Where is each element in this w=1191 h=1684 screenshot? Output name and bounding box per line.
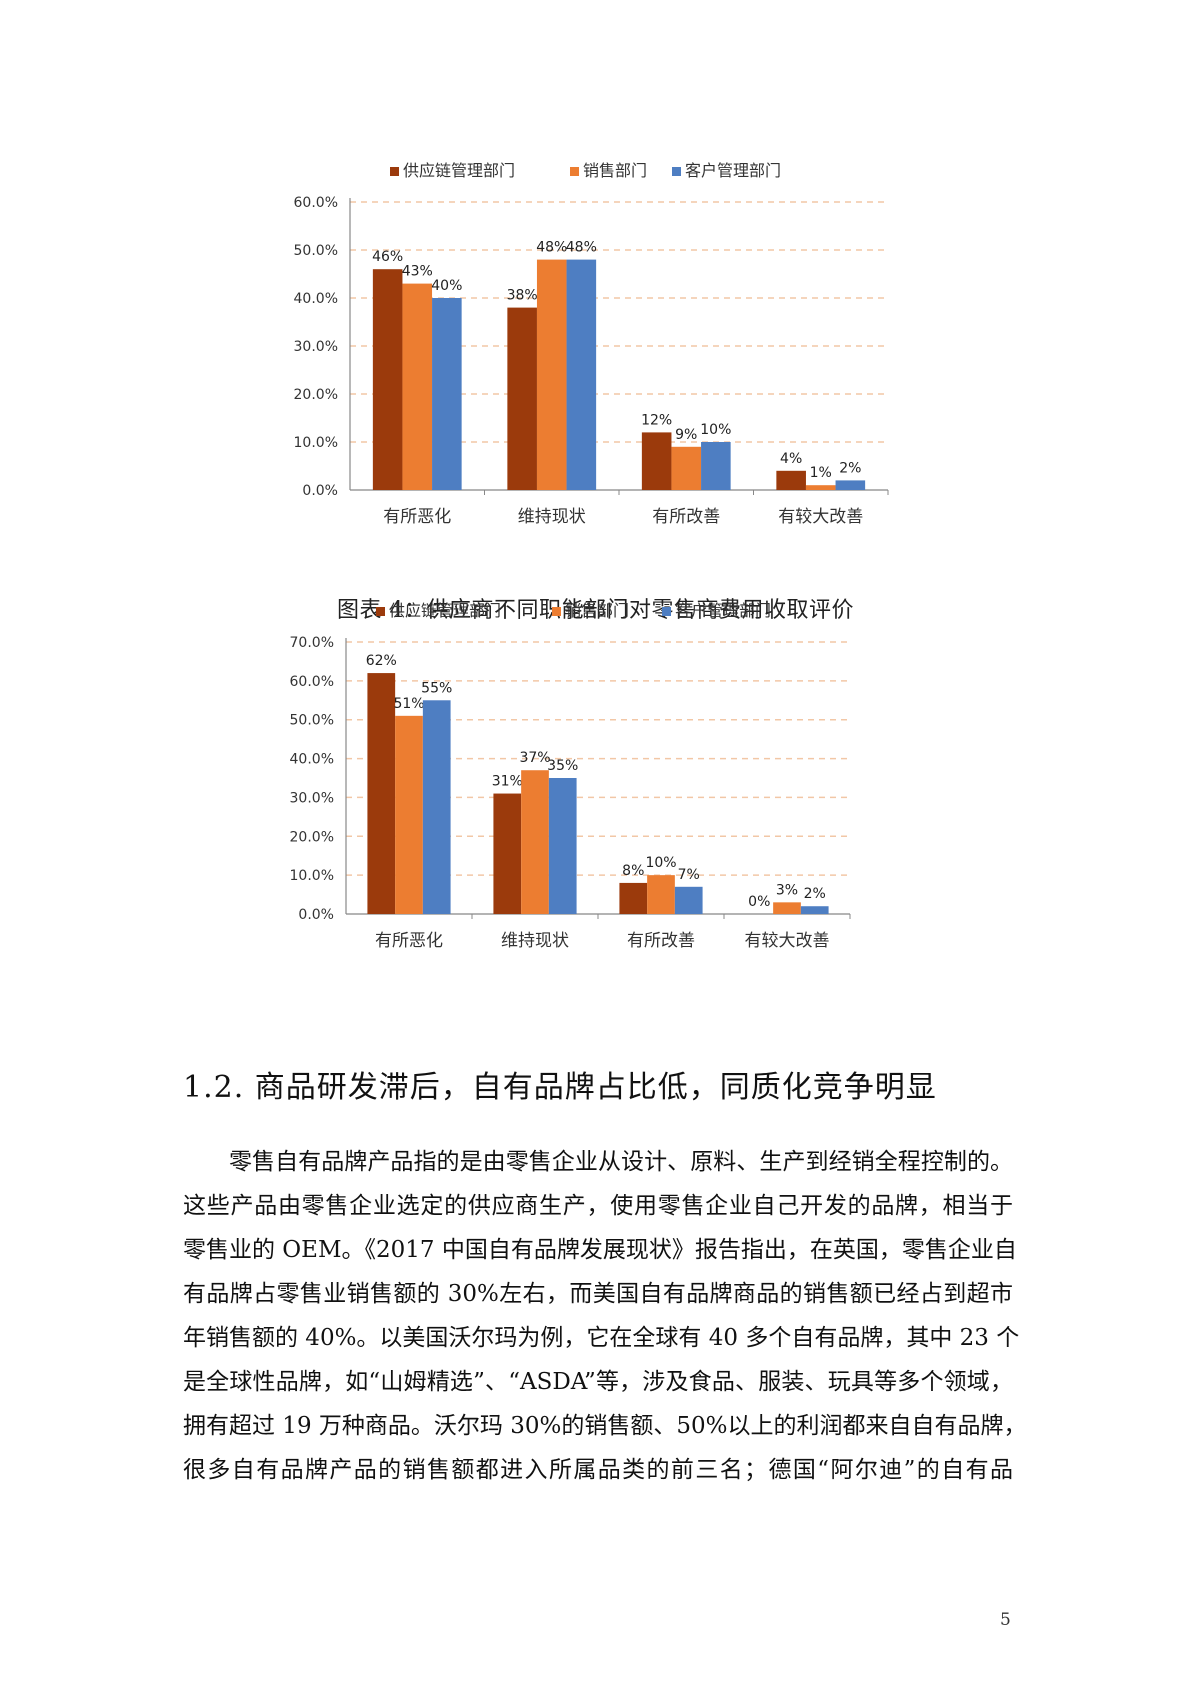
data-label: 2%: [804, 886, 826, 902]
chart-supplier-department-evaluation-2: 0.0% 10.0% 20.0% 30.0% 40.0% 50.0% 60.0% 70.0% 有…: [270, 598, 910, 1010]
data-label: 43%: [402, 264, 433, 280]
data-label: 35%: [547, 758, 578, 774]
data-label: 55%: [421, 680, 452, 696]
legend-label: 供应链管理部门: [389, 601, 501, 620]
bar: [805, 485, 836, 490]
data-label: 40%: [431, 278, 462, 294]
y-tick-label: 60.0%: [290, 674, 334, 690]
bar: [402, 283, 433, 490]
data-label: 2%: [839, 460, 861, 476]
category-label: 有较大改善: [745, 931, 830, 951]
data-label: 7%: [678, 867, 700, 883]
y-tick-label: 0.0%: [302, 483, 338, 499]
y-tick-label: 50.0%: [294, 243, 338, 259]
section-heading: 1.2. 商品研发滞后，自有品牌占比低，同质化竞争明显: [183, 1070, 937, 1105]
legend-label: 供应链管理部门: [403, 161, 515, 180]
bar: [773, 902, 801, 914]
legend-label: 销售部门: [565, 601, 629, 620]
y-tick-label: 40.0%: [290, 752, 334, 768]
bar: [641, 432, 672, 490]
data-label: 48%: [566, 240, 597, 256]
legend-swatch: [376, 607, 385, 616]
category-label: 有所改善: [627, 931, 695, 951]
y-tick-label: 0.0%: [298, 907, 334, 923]
paragraph-line: 零售自有品牌产品指的是由零售企业从设计、原料、生产到经销全程控制的。: [229, 1149, 1013, 1175]
bar: [521, 770, 549, 914]
category-label: 有所恶化: [375, 931, 443, 951]
legend-swatch: [570, 167, 579, 176]
data-label: 0%: [748, 894, 770, 910]
y-tick-label: 10.0%: [290, 868, 334, 884]
bar: [422, 700, 451, 914]
data-label: 48%: [536, 240, 567, 256]
bar: [372, 269, 403, 490]
y-tick-label: 30.0%: [294, 339, 338, 355]
y-tick-label: 10.0%: [294, 435, 338, 451]
data-label: 46%: [372, 249, 403, 265]
legend-swatch: [390, 167, 399, 176]
data-label: 4%: [780, 451, 802, 467]
data-label: 10%: [700, 422, 731, 438]
category-label: 维持现状: [501, 931, 569, 951]
body-paragraph: 零售自有品牌产品指的是由零售企业从设计、原料、生产到经销全程控制的。 这些产品由…: [183, 1140, 1027, 1492]
data-label: 10%: [645, 855, 676, 871]
data-label: 38%: [507, 288, 538, 304]
bar: [395, 715, 423, 914]
category-label: 有所改善: [652, 507, 720, 527]
category-label: 维持现状: [518, 507, 586, 527]
legend-label: 客户管理部门: [675, 601, 771, 620]
bar: [671, 446, 702, 490]
bar: [493, 793, 522, 914]
bar: [536, 259, 567, 490]
bar: [432, 298, 462, 490]
chart-supplier-department-evaluation-1: 0.0% 10.0% 20.0% 30.0% 40.0% 50.0% 60.0% 有所恶化 46…: [270, 150, 910, 560]
bar: [507, 307, 537, 490]
bar: [701, 442, 731, 490]
bar: [776, 470, 806, 490]
figure-caption: 图表 4：供应商不同职能部门对零售商费用收取评价: [337, 598, 854, 623]
y-tick-label: 70.0%: [290, 635, 334, 651]
y-tick-label: 20.0%: [290, 829, 334, 845]
bar: [367, 673, 396, 914]
paragraph-line: 这些产品由零售企业选定的供应商生产，使用零售企业自己开发的品牌，相当于: [183, 1193, 1013, 1219]
legend-label: 销售部门: [583, 161, 647, 180]
bar: [548, 778, 577, 914]
legend-swatch: [672, 167, 681, 176]
paragraph-line: 是全球性品牌，如“山姆精选”、“ASDA”等，涉及食品、服装、玩具等多个领域，: [183, 1369, 1013, 1395]
data-label: 31%: [492, 774, 523, 790]
paragraph-line: 有品牌占零售业销售额的 30%左右，而美国自有品牌商品的销售额已经占到超市: [183, 1281, 1013, 1307]
category-label: 有较大改善: [778, 507, 863, 527]
y-tick-label: 30.0%: [290, 790, 334, 806]
data-label: 1%: [810, 465, 832, 481]
bar: [835, 480, 866, 490]
y-tick-label: 20.0%: [294, 387, 338, 403]
y-tick-label: 60.0%: [294, 195, 338, 211]
data-label: 8%: [622, 863, 644, 879]
page-number: 5: [1000, 1610, 1011, 1630]
bar: [647, 875, 675, 914]
y-tick-label: 50.0%: [290, 713, 334, 729]
data-label: 12%: [641, 412, 672, 428]
bar: [566, 259, 597, 490]
data-label: 51%: [393, 696, 424, 712]
data-label: 62%: [366, 653, 397, 669]
bar: [800, 906, 829, 914]
paragraph-line: 很多自有品牌产品的销售额都进入所属品类的前三名；德国“阿尔迪”的自有品: [183, 1457, 1013, 1483]
legend-swatch: [552, 607, 561, 616]
data-label: 9%: [675, 427, 697, 443]
data-label: 3%: [776, 882, 798, 898]
bar: [674, 886, 703, 914]
legend-swatch: [662, 607, 671, 616]
y-tick-label: 40.0%: [294, 291, 338, 307]
legend-label: 客户管理部门: [685, 161, 781, 180]
paragraph-line: 零售业的 OEM。《2017 中国自有品牌发展现状》报告指出，在英国，零售企业自: [183, 1237, 1017, 1263]
paragraph-line: 年销售额的 40%。以美国沃尔玛为例，它在全球有 40 多个自有品牌，其中 23…: [183, 1325, 1020, 1351]
data-label: 37%: [519, 750, 550, 766]
bar: [619, 882, 648, 914]
paragraph-line: 拥有超过 19 万种商品。沃尔玛 30%的销售额、50%以上的利润都来自自有品牌…: [183, 1413, 1027, 1439]
category-label: 有所恶化: [383, 507, 451, 527]
